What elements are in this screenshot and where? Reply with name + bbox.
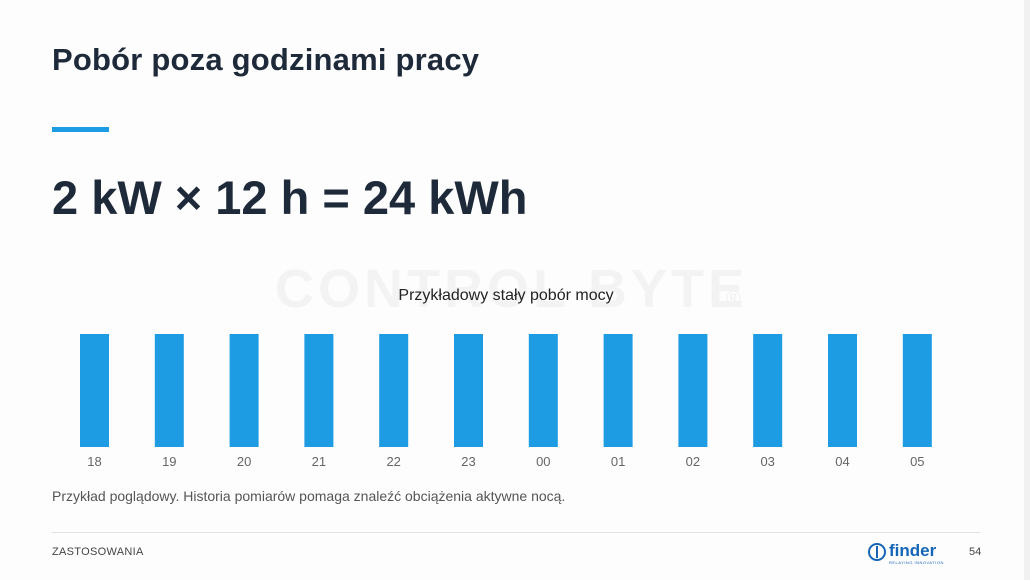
bar-04 bbox=[828, 334, 857, 447]
x-tick-label: 00 bbox=[536, 454, 550, 469]
x-tick-label: 04 bbox=[835, 454, 849, 469]
footer-section-label: ZASTOSOWANIA bbox=[52, 546, 144, 558]
chart-title: Przykładowy stały pobór mocy bbox=[398, 287, 614, 304]
x-tick-label: 01 bbox=[611, 454, 625, 469]
x-tick-label: 20 bbox=[237, 454, 251, 469]
footer-divider bbox=[52, 532, 980, 533]
chart-caption: Przykład poglądowy. Historia pomiarów po… bbox=[52, 488, 566, 504]
bar-18 bbox=[80, 334, 109, 447]
bar-20 bbox=[229, 334, 259, 447]
x-tick-label: 18 bbox=[87, 454, 101, 469]
bar-19 bbox=[154, 334, 184, 447]
bar-02 bbox=[678, 334, 708, 447]
x-tick-label: 22 bbox=[386, 454, 400, 469]
x-tick-label: 21 bbox=[312, 454, 326, 469]
finder-logo: finder RELAYING INNOVATION bbox=[868, 541, 948, 568]
bar-01 bbox=[603, 334, 633, 447]
x-tick-label: 05 bbox=[910, 454, 924, 469]
x-tick-label: 19 bbox=[162, 454, 176, 469]
bar-22 bbox=[379, 334, 409, 447]
right-edge-strip bbox=[1024, 0, 1030, 580]
bar-23 bbox=[454, 334, 483, 447]
bar-21 bbox=[304, 334, 334, 447]
title-accent-line bbox=[52, 127, 109, 132]
finder-logo-icon bbox=[868, 543, 886, 561]
watermark: CONTROL BYTE bbox=[275, 259, 749, 319]
bar-05 bbox=[902, 334, 932, 447]
watermark-registered-mark: ® bbox=[726, 288, 741, 310]
bar-03 bbox=[753, 334, 783, 447]
x-tick-label: 02 bbox=[686, 454, 700, 469]
slide-title: Pobór poza godzinami pracy bbox=[52, 42, 480, 77]
energy-equation: 2 kW × 12 h = 24 kWh bbox=[52, 171, 528, 224]
logo-tagline: RELAYING INNOVATION bbox=[889, 560, 944, 565]
page-number: 54 bbox=[969, 546, 982, 558]
logo-text: finder bbox=[889, 541, 937, 560]
x-tick-label: 03 bbox=[760, 454, 774, 469]
x-tick-label: 23 bbox=[461, 454, 475, 469]
bar-00 bbox=[528, 334, 558, 447]
